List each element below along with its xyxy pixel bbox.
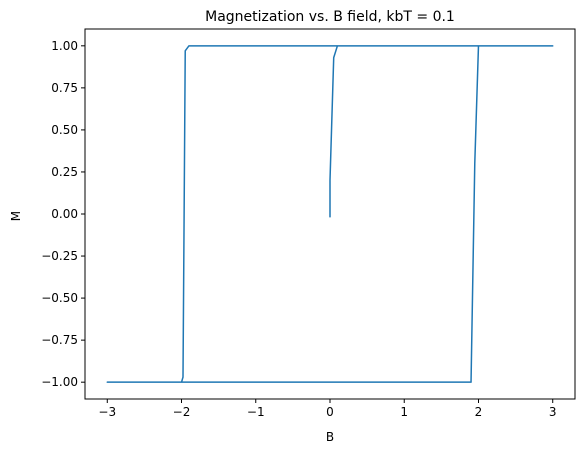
x-tick-label: −1 [247, 405, 265, 419]
x-tick-label: −3 [98, 405, 116, 419]
y-tick-label: 1.00 [51, 39, 78, 53]
y-tick-label: −0.50 [41, 291, 78, 305]
plot-area [106, 45, 554, 383]
series-line-0 [106, 45, 554, 383]
y-tick-label: −1.00 [41, 375, 78, 389]
y-tick-label: 0.50 [51, 123, 78, 137]
x-tick-label: 1 [400, 405, 408, 419]
chart-title: Magnetization vs. B field, kbT = 0.1 [205, 9, 455, 25]
y-axis-label: M [9, 211, 23, 221]
y-tick-label: −0.25 [41, 249, 78, 263]
y-tick-label: 0.00 [51, 207, 78, 221]
axis-ticks: −3 −2 −1 0 1 2 3 −1.00 −0.75 −0.50 −0.25 0.00 0.25 0.… [41, 39, 556, 419]
x-tick-label: 3 [549, 405, 557, 419]
x-tick-label: 0 [326, 405, 334, 419]
x-tick-label: 2 [475, 405, 483, 419]
x-tick-label: −2 [173, 405, 191, 419]
y-tick-label: −0.75 [41, 333, 78, 347]
x-axis-label: B [326, 430, 334, 444]
y-tick-label: 0.25 [51, 165, 78, 179]
y-tick-label: 0.75 [51, 81, 78, 95]
axes-frame [84, 28, 576, 400]
